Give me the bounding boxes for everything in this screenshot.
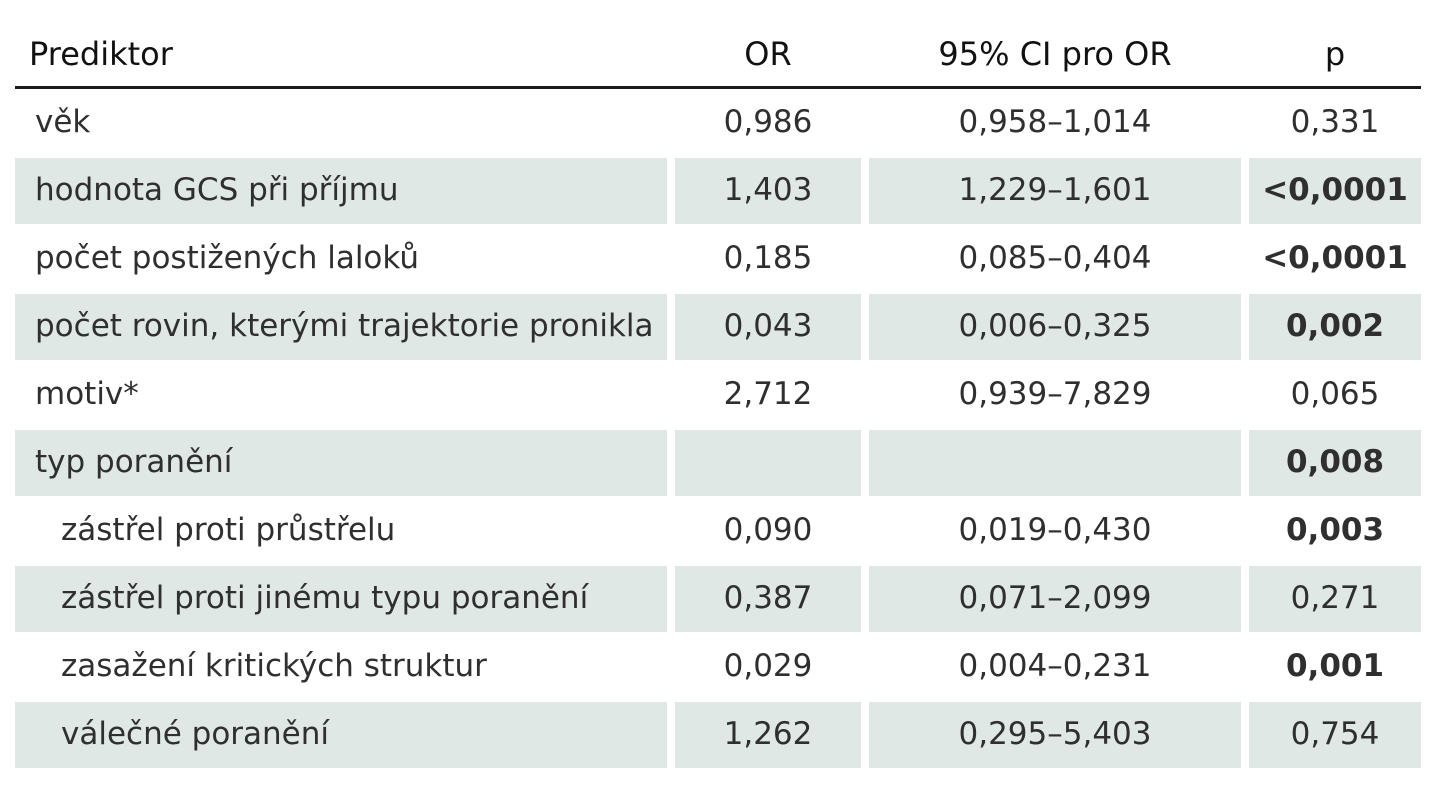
row-shading [869, 158, 1241, 224]
cell-p: 0,003 [1285, 512, 1385, 548]
cell-predictor: počet rovin, kterými trajektorie pronikl… [35, 308, 654, 344]
header-ci: 95% CI pro OR [938, 35, 1172, 73]
cell-ci: 0,939–7,829 [958, 376, 1152, 412]
cell-or: 0,387 [723, 580, 813, 616]
cell-p: 0,001 [1285, 648, 1385, 684]
table-row: zasažení kritických struktur 0,029 0,004–0… [15, 633, 1421, 701]
cell-ci: 0,006–0,325 [958, 308, 1152, 344]
table-row: válečné poranění 1,262 0,295–5,403 0,754 [15, 701, 1421, 769]
cell-p: <0,0001 [1262, 240, 1408, 276]
cell-or: 0,185 [723, 240, 813, 276]
cell-p: 0,008 [1285, 444, 1385, 480]
row-shading [869, 430, 1241, 496]
header-p: p [1324, 35, 1346, 73]
cell-or: 1,403 [723, 172, 813, 208]
cell-ci: 0,071–2,099 [958, 580, 1152, 616]
cell-predictor: zasažení kritických struktur [61, 648, 487, 684]
row-shading [869, 294, 1241, 360]
cell-p: 0,065 [1290, 376, 1380, 412]
table-row: hodnota GCS při příjmu 1,403 1,229–1,601 <0… [15, 157, 1421, 225]
cell-predictor: počet postižených laloků [35, 240, 420, 276]
regression-table: Prediktor OR 95% CI pro OR p věk 0,986 0,9… [15, 18, 1421, 769]
cell-p: 0,002 [1285, 308, 1385, 344]
cell-or [675, 429, 861, 497]
cell-ci: 0,019–0,430 [958, 512, 1152, 548]
table-header: Prediktor OR 95% CI pro OR p [15, 18, 1421, 89]
table-row: motiv* 2,712 0,939–7,829 0,065 [15, 361, 1421, 429]
cell-ci: 0,004–0,231 [958, 648, 1152, 684]
cell-or: 0,090 [723, 512, 813, 548]
row-shading [1249, 566, 1421, 632]
cell-predictor: motiv* [35, 376, 139, 412]
row-shading [1249, 294, 1421, 360]
row-shading [675, 702, 861, 768]
cell-ci [869, 429, 1241, 497]
row-shading [675, 430, 861, 496]
cell-ci: 1,229–1,601 [958, 172, 1152, 208]
row-shading [675, 294, 861, 360]
cell-ci: 0,295–5,403 [958, 716, 1152, 752]
row-shading [15, 430, 667, 496]
row-shading [675, 566, 861, 632]
cell-ci: 0,958–1,014 [958, 104, 1152, 140]
cell-p: 0,754 [1290, 716, 1380, 752]
cell-predictor: typ poranění [35, 444, 233, 480]
cell-predictor: válečné poranění [61, 716, 330, 752]
table-row: věk 0,986 0,958–1,014 0,331 [15, 89, 1421, 157]
header-or: OR [744, 35, 792, 73]
table-row: počet rovin, kterými trajektorie pronikl… [15, 293, 1421, 361]
table-row: zástřel proti průstřelu 0,090 0,019–0,430 0… [15, 497, 1421, 565]
row-shading [1249, 158, 1421, 224]
table-body: věk 0,986 0,958–1,014 0,331 hodnota GCS při … [15, 89, 1421, 769]
row-shading [15, 158, 667, 224]
cell-predictor: hodnota GCS při příjmu [35, 172, 399, 208]
row-shading [15, 566, 667, 632]
cell-p: 0,271 [1290, 580, 1380, 616]
cell-ci: 0,085–0,404 [958, 240, 1152, 276]
row-shading [15, 702, 667, 768]
row-shading [869, 566, 1241, 632]
cell-predictor: zástřel proti jinému typu poranění [61, 580, 589, 616]
row-shading [1249, 430, 1421, 496]
cell-predictor: věk [35, 104, 91, 140]
cell-or: 1,262 [723, 716, 813, 752]
cell-or: 0,043 [723, 308, 813, 344]
row-shading [1249, 702, 1421, 768]
cell-or: 2,712 [723, 376, 813, 412]
table-row: zástřel proti jinému typu poranění 0,387 0… [15, 565, 1421, 633]
row-shading [869, 702, 1241, 768]
cell-or: 0,986 [723, 104, 813, 140]
row-shading [675, 158, 861, 224]
row-shading [15, 294, 667, 360]
table-row: počet postižených laloků 0,185 0,085–0,404… [15, 225, 1421, 293]
cell-or: 0,029 [723, 648, 813, 684]
header-predictor: Prediktor [29, 35, 173, 73]
cell-predictor: zástřel proti průstřelu [61, 512, 396, 548]
table-row: typ poranění 0,008 [15, 429, 1421, 497]
cell-p: 0,331 [1290, 104, 1380, 140]
cell-p: <0,0001 [1262, 172, 1408, 208]
